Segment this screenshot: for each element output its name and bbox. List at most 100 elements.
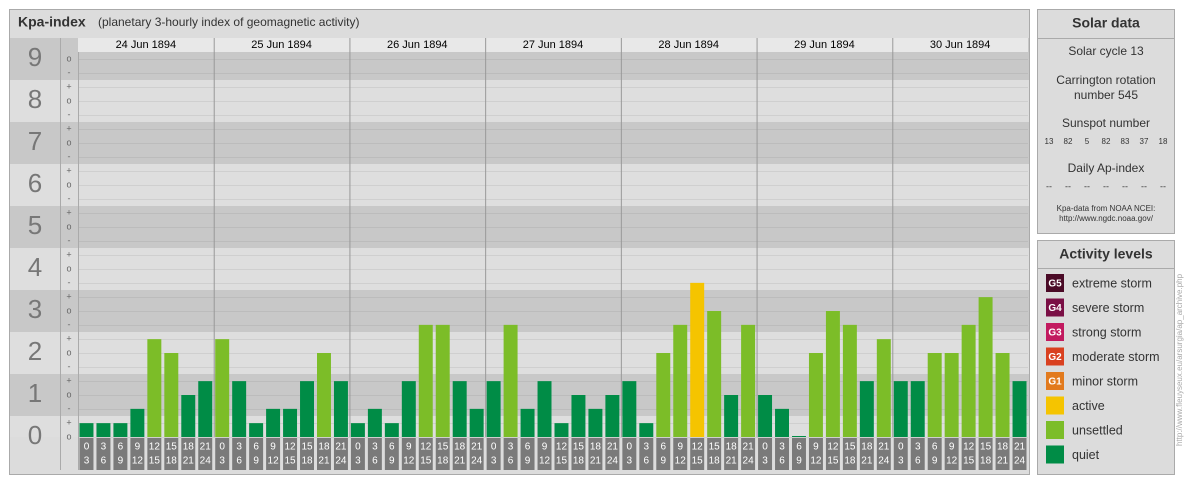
interval-label: 15 xyxy=(692,456,704,467)
interval-label: 12 xyxy=(827,442,839,453)
level-swatch xyxy=(1046,396,1064,415)
day-label: 30 Jun 1894 xyxy=(930,39,991,51)
bar xyxy=(554,423,569,437)
interval-label: 18 xyxy=(454,442,466,453)
interval-box xyxy=(503,438,518,470)
interval-box xyxy=(825,438,840,470)
interval-label: 6 xyxy=(118,442,124,453)
interval-label: 24 xyxy=(743,456,755,467)
interval-box xyxy=(384,438,399,470)
interval-box xyxy=(350,438,365,470)
interval-label: 18 xyxy=(437,456,449,467)
y-tick-label: 2 xyxy=(28,336,42,366)
bar xyxy=(181,395,196,437)
minor-label: o xyxy=(66,431,71,441)
bar xyxy=(741,324,756,437)
interval-label: 24 xyxy=(878,456,890,467)
minor-label: o xyxy=(66,305,71,315)
bar xyxy=(164,353,179,437)
interval-label: 24 xyxy=(607,456,619,467)
interval-label: 18 xyxy=(709,456,721,467)
interval-box xyxy=(554,438,569,470)
bar xyxy=(435,324,450,437)
interval-label: 21 xyxy=(200,442,212,453)
level-swatch xyxy=(1046,323,1064,341)
bar xyxy=(605,395,620,437)
minor-label: + xyxy=(66,249,71,259)
interval-label: 15 xyxy=(284,456,296,467)
interval-label: 12 xyxy=(963,442,975,453)
minor-label: - xyxy=(68,151,71,161)
minor-label: + xyxy=(66,417,71,427)
interval-label: 15 xyxy=(573,442,585,453)
credit: http://www.fleuyseux.eu/arsurgia/ap_arch… xyxy=(1175,273,1184,446)
interval-box xyxy=(418,438,433,470)
interval-label: 12 xyxy=(268,456,280,467)
bar xyxy=(147,339,162,437)
interval-label: 9 xyxy=(813,442,819,453)
interval-box xyxy=(961,438,976,470)
bar xyxy=(130,408,145,437)
interval-label: 15 xyxy=(420,456,432,467)
interval-label: 6 xyxy=(389,442,395,453)
interval-label: 3 xyxy=(898,456,904,467)
y-tick-label: 0 xyxy=(28,420,42,450)
interval-box xyxy=(1012,438,1027,470)
level-code: G2 xyxy=(1048,352,1062,363)
interval-box xyxy=(690,438,705,470)
interval-label: 12 xyxy=(284,442,296,453)
interval-label: 12 xyxy=(946,456,958,467)
interval-label: 24 xyxy=(335,456,347,467)
level-name: unsettled xyxy=(1072,423,1123,437)
minor-label: o xyxy=(66,263,71,273)
interval-label: 18 xyxy=(726,442,738,453)
solar-cycle: Solar cycle 13 xyxy=(1068,44,1144,58)
bar xyxy=(825,311,840,437)
bar xyxy=(232,381,247,437)
interval-label: 3 xyxy=(644,442,650,453)
bar xyxy=(859,381,874,437)
interval-label: 3 xyxy=(372,442,378,453)
interval-label: 21 xyxy=(607,442,619,453)
interval-label: 9 xyxy=(118,456,124,467)
interval-box xyxy=(317,438,331,470)
minor-label: o xyxy=(66,389,71,399)
interval-box xyxy=(876,438,891,470)
interval-box xyxy=(639,438,654,470)
band xyxy=(10,416,1029,437)
interval-box xyxy=(927,438,942,470)
sunspot-value: 18 xyxy=(1159,137,1168,146)
day-label: 24 Jun 1894 xyxy=(116,39,177,51)
interval-box xyxy=(842,438,857,470)
ap-value: -- xyxy=(1141,181,1147,191)
minor-label: + xyxy=(66,165,71,175)
day-label: 25 Jun 1894 xyxy=(251,39,312,51)
interval-box xyxy=(333,438,348,470)
interval-box xyxy=(435,438,450,470)
interval-label: 6 xyxy=(508,456,514,467)
minor-label: - xyxy=(68,403,71,413)
interval-label: 18 xyxy=(166,456,178,467)
bar xyxy=(588,408,603,437)
interval-label: 0 xyxy=(762,442,768,453)
bar xyxy=(656,353,671,437)
bar xyxy=(283,408,298,437)
interval-label: 6 xyxy=(915,456,921,467)
interval-label: 3 xyxy=(491,456,497,467)
interval-label: 24 xyxy=(471,456,483,467)
interval-box xyxy=(113,438,128,470)
bar xyxy=(113,423,128,437)
ap-value: -- xyxy=(1122,181,1128,191)
y-tick-label: 5 xyxy=(28,210,42,240)
bar xyxy=(198,381,213,437)
minor-label: o xyxy=(66,179,71,189)
title: Kpa-index xyxy=(18,14,86,30)
interval-label: 0 xyxy=(84,442,90,453)
interval-label: 15 xyxy=(844,442,856,453)
level-name: severe storm xyxy=(1072,301,1144,315)
interval-label: 9 xyxy=(270,442,276,453)
interval-label: 21 xyxy=(743,442,755,453)
sunspot-value: 82 xyxy=(1102,137,1111,146)
interval-label: 9 xyxy=(135,442,141,453)
subtitle: (planetary 3-hourly index of geomagnetic… xyxy=(98,15,359,29)
